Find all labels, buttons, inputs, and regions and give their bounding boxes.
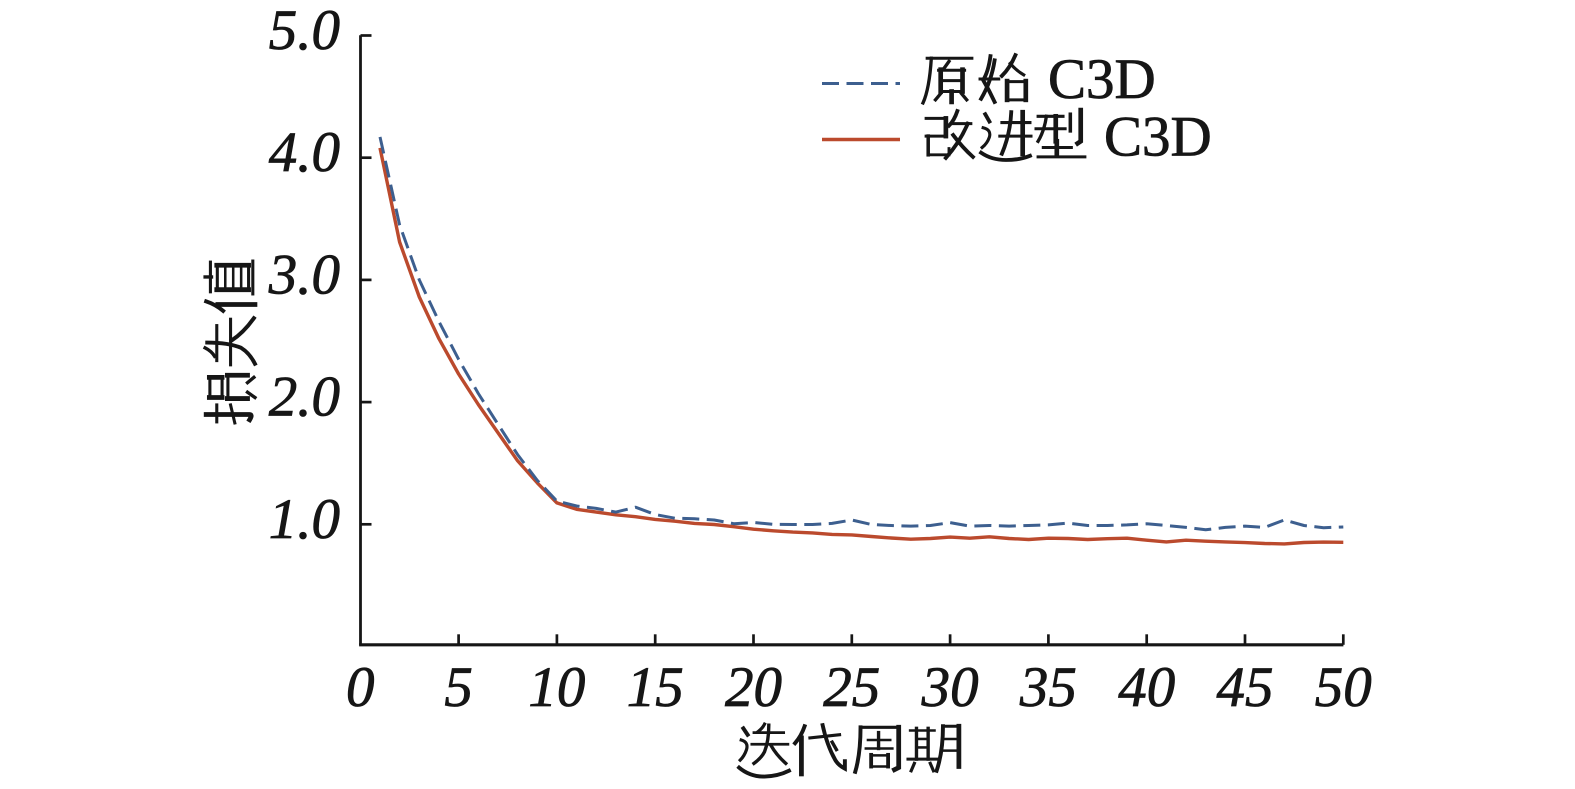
svg-text:1.0: 1.0 [269, 488, 340, 551]
svg-text:25: 25 [823, 656, 880, 719]
svg-text:C3D: C3D [1104, 106, 1212, 169]
svg-text:4.0: 4.0 [269, 121, 340, 184]
svg-text:45: 45 [1217, 656, 1274, 719]
svg-text:0: 0 [346, 656, 375, 719]
svg-text:10: 10 [528, 656, 585, 719]
svg-text:15: 15 [627, 656, 684, 719]
svg-text:C3D: C3D [1048, 48, 1156, 111]
svg-text:2.0: 2.0 [269, 366, 340, 429]
svg-text:3.0: 3.0 [268, 243, 340, 306]
svg-text:5: 5 [444, 656, 473, 719]
svg-text:5.0: 5.0 [269, 0, 340, 62]
svg-text:40: 40 [1118, 656, 1175, 719]
svg-text:30: 30 [921, 656, 979, 719]
svg-text:35: 35 [1019, 656, 1077, 719]
svg-text:20: 20 [725, 656, 782, 719]
svg-text:50: 50 [1315, 656, 1372, 719]
